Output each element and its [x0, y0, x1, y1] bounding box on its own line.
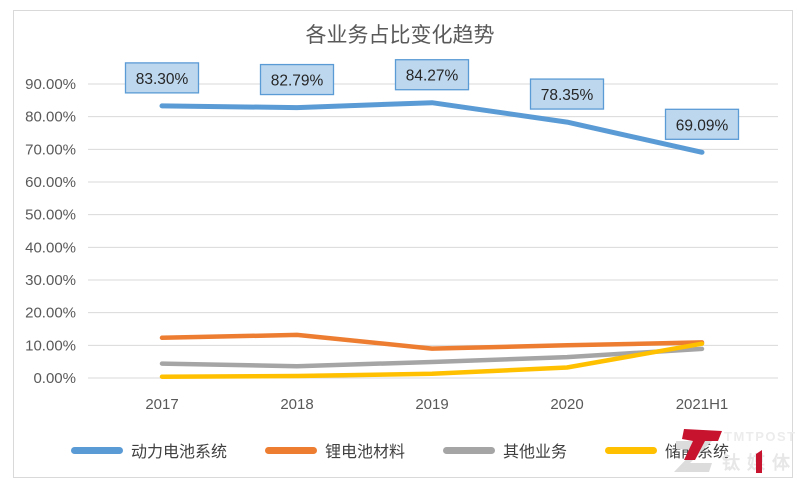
legend-item-lithium-battery-materials: 锂电池材料: [264, 438, 405, 462]
legend-marker-power-battery-system: [70, 446, 123, 454]
chart-title: 各业务占比变化趋势: [305, 24, 495, 47]
legend-label-lithium-battery-materials: 锂电池材料: [324, 444, 405, 461]
legend-label-other-business: 其他业务: [503, 444, 568, 461]
legend: 动力电池系统 锂电池材料 其他业务 储能系统: [0, 437, 800, 463]
legend-item-other-business: 其他业务: [443, 438, 567, 462]
legend-label-energy-storage-system: 储能系统: [665, 444, 730, 461]
legend-marker-other-business: [443, 446, 495, 454]
legend-marker-energy-storage-system: [605, 446, 658, 454]
legend-item-power-battery-system: 动力电池系统: [70, 438, 227, 462]
legend-item-energy-storage-system: 储能系统: [605, 438, 729, 462]
legend-label-power-battery-system: 动力电池系统: [130, 444, 227, 461]
legend-marker-lithium-battery-materials: [264, 446, 317, 454]
chart-frame: [13, 10, 793, 478]
